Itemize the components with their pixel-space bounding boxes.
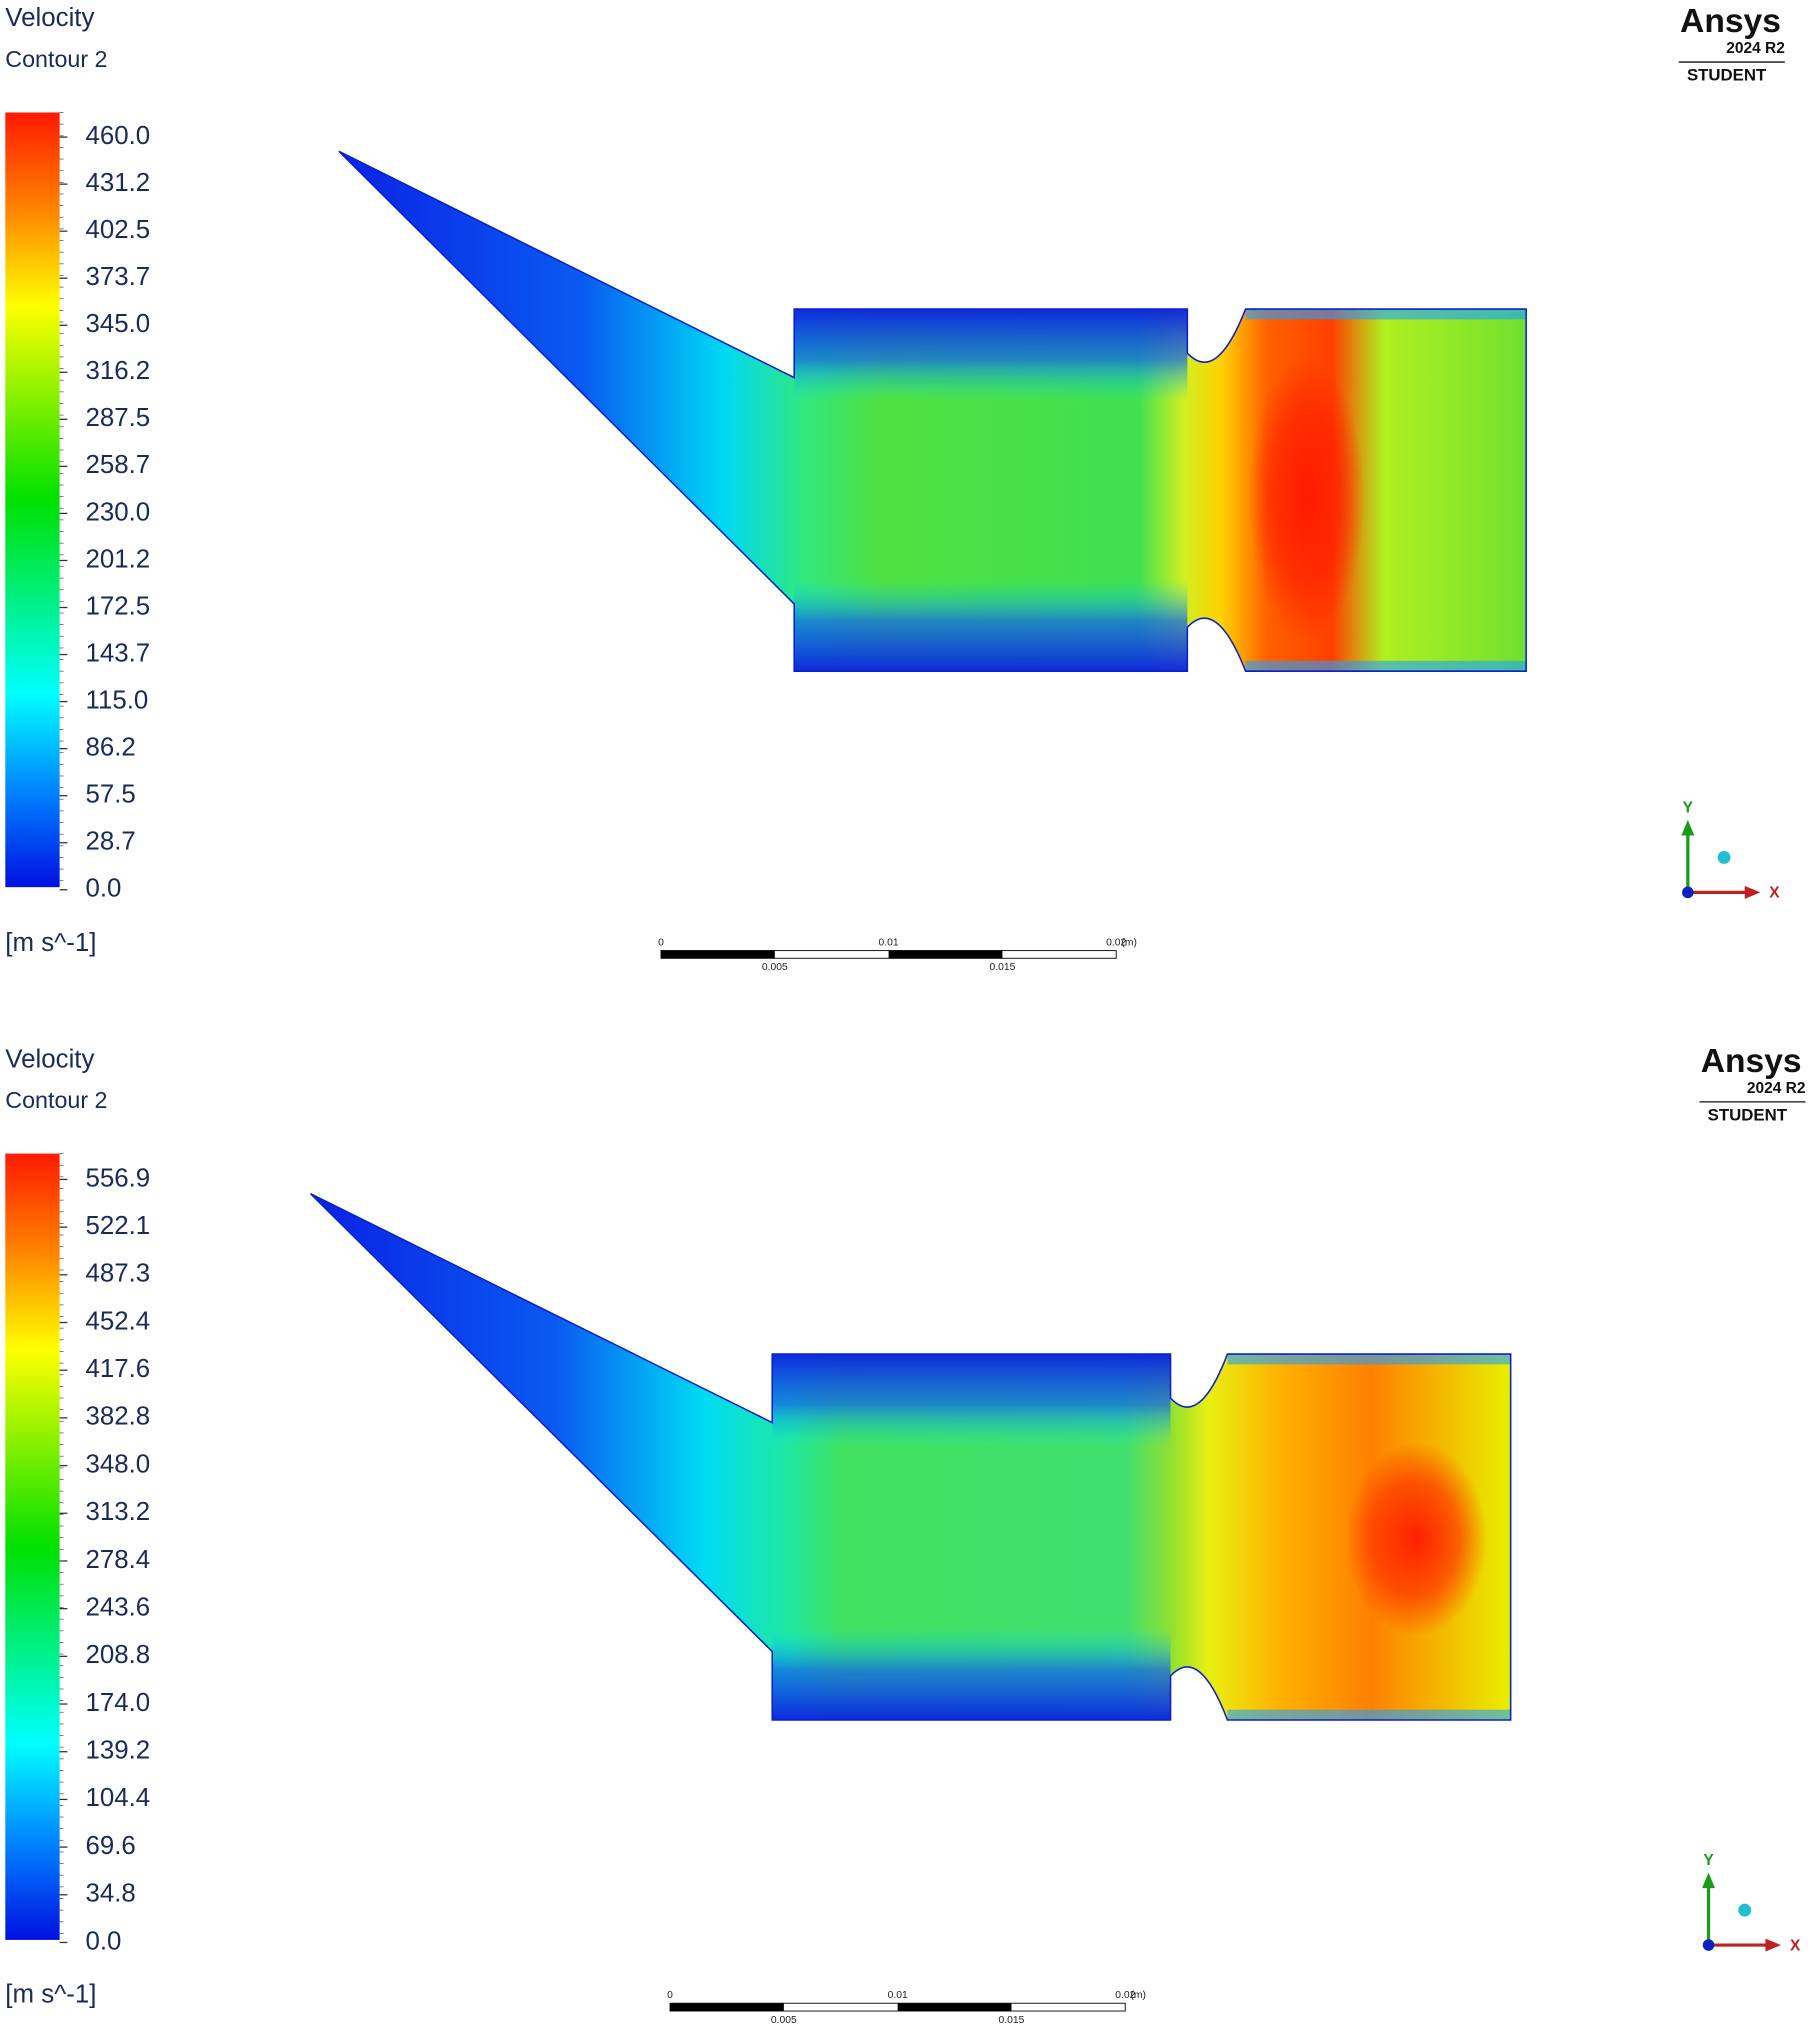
colorbar-label: 201.2 [85, 545, 150, 573]
scale-bar-segment [670, 2003, 784, 2012]
field-recirculation [772, 1628, 1171, 1721]
scale-bar-label: 0.02 [1106, 938, 1126, 949]
field-wall-layer [1245, 309, 1527, 320]
colorbar-label: 143.7 [85, 639, 150, 667]
nozzle-outline [338, 150, 1527, 672]
triad-z-marker [1717, 850, 1731, 864]
colorbar-label: 172.5 [85, 592, 150, 620]
colorbar-label: 431.2 [85, 169, 150, 197]
scale-bar-label: 0.015 [999, 2015, 1025, 2026]
colorbar-label: 345.0 [85, 310, 150, 338]
triad-y-label: Y [1683, 799, 1694, 816]
colorbar [5, 112, 60, 888]
velocity-field [338, 151, 1527, 672]
legend-subtitle: Contour 2 [5, 1087, 107, 1113]
colorbar-label: 373.7 [85, 263, 150, 291]
field-hotspot [1345, 1441, 1488, 1636]
legend-unit: [m s^-1] [5, 929, 96, 957]
colorbar-label: 243.6 [85, 1593, 150, 1621]
colorbar-label: 230.0 [85, 498, 150, 526]
field-wall-layer [1227, 1354, 1511, 1365]
colorbar-label: 0.0 [85, 875, 121, 903]
colorbar-label: 382.8 [85, 1403, 150, 1431]
nozzle-outline [309, 1192, 1512, 1721]
scale-bar-label: 0.01 [888, 1990, 908, 2001]
logo-edition: STUDENT [1687, 66, 1767, 85]
field-recirculation [794, 579, 1188, 672]
triad-y-label: Y [1703, 1852, 1714, 1869]
logo-version: 2024 R2 [1726, 40, 1785, 57]
colorbar-label: 452.4 [85, 1307, 150, 1335]
field-base [310, 1193, 1511, 1721]
colorbar-label: 86.2 [85, 733, 135, 761]
colorbar-label: 402.5 [85, 216, 150, 244]
colorbar-label: 115.0 [85, 686, 148, 714]
colorbar-label: 258.7 [85, 451, 150, 479]
scale-bar-label: 0 [667, 1990, 673, 2001]
triad-y-arrow [1702, 1872, 1715, 1889]
colorbar-label: 69.6 [85, 1832, 135, 1860]
logo-version: 2024 R2 [1747, 1080, 1806, 1097]
scale-bar-label: 0.02 [1115, 1990, 1135, 2001]
colorbar-label: 287.5 [85, 404, 150, 432]
colorbar-label: 348.0 [85, 1450, 150, 1478]
velocity-field [310, 1193, 1511, 1721]
triad-origin [1682, 886, 1694, 899]
colorbar-label: 174.0 [85, 1689, 150, 1717]
triad-x-arrow [1744, 885, 1761, 899]
colorbar-label: 487.3 [85, 1260, 150, 1288]
colorbar-label: 208.8 [85, 1641, 150, 1669]
scale-bar-segment [888, 950, 1003, 959]
logo-brand: Ansys [1680, 3, 1781, 40]
scale-bar-label: 0.005 [771, 2015, 797, 2026]
scale-bar-segment [660, 950, 775, 959]
colorbar [5, 1153, 60, 1940]
colorbar-label: 522.1 [85, 1212, 150, 1240]
colorbar-label: 316.2 [85, 357, 150, 385]
triad-x-arrow [1765, 1938, 1781, 1952]
colorbar-label: 556.9 [85, 1164, 150, 1192]
triad-z-marker [1738, 1903, 1752, 1917]
colorbar-label: 104.4 [85, 1784, 150, 1812]
contour-panel: Velocity Contour 2 556.9 522.1 487.3 452.4 417… [5, 1043, 1806, 2026]
scale-bar-label: 0.005 [762, 962, 788, 973]
logo-brand: Ansys [1701, 1043, 1802, 1080]
field-recirculation [794, 309, 1188, 401]
triad-y-arrow [1681, 819, 1695, 836]
scale-bar-label: 0.015 [989, 962, 1015, 973]
triad-x-label: X [1769, 885, 1780, 902]
field-hotspot [1248, 355, 1365, 641]
legend-title: Velocity [5, 1045, 94, 1073]
triad-x-label: X [1790, 1937, 1801, 1954]
colorbar-label: 34.8 [85, 1880, 135, 1908]
colorbar-label: 57.5 [85, 781, 135, 809]
legend-title: Velocity [5, 4, 94, 32]
scale-bar-unit: (m) [1130, 1990, 1145, 2001]
scale-bar-unit: (m) [1121, 938, 1136, 949]
colorbar-label: 460.0 [85, 122, 150, 150]
colorbar-label: 313.2 [85, 1498, 150, 1526]
legend-unit: [m s^-1] [5, 1980, 96, 2008]
legend-subtitle: Contour 2 [5, 46, 107, 72]
triad-origin [1702, 1939, 1715, 1951]
colorbar-label: 28.7 [85, 828, 135, 856]
colorbar-label: 139.2 [85, 1737, 150, 1765]
colorbar-label: 417.6 [85, 1355, 150, 1383]
logo-edition: STUDENT [1708, 1106, 1788, 1125]
scale-bar-label: 0 [658, 938, 664, 949]
colorbar-label: 278.4 [85, 1546, 150, 1574]
scale-bar-label: 0.01 [879, 938, 899, 949]
colorbar-label: 0.0 [85, 1927, 121, 1955]
field-wall-layer [1227, 1709, 1511, 1721]
field-wall-layer [1245, 660, 1527, 672]
scale-bar-segment [897, 2003, 1012, 2012]
field-recirculation [772, 1354, 1171, 1446]
contour-panel: Velocity Contour 2 460.0 431.2 402.5 373.7 345… [5, 3, 1785, 973]
